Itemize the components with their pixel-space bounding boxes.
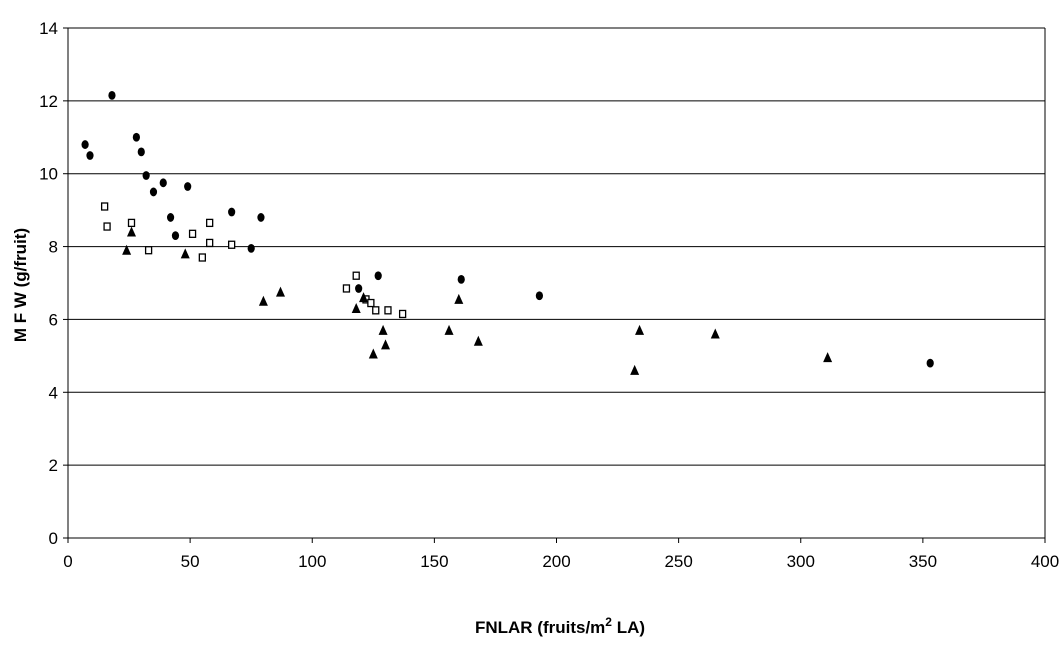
y-tick-label: 4 — [49, 383, 58, 402]
data-point-circle — [355, 284, 363, 293]
data-point-circle — [159, 178, 167, 188]
data-point-open-square — [144, 246, 153, 255]
data-point-circle — [137, 147, 145, 157]
data-point-triangle — [180, 248, 190, 259]
y-tick-label: 12 — [39, 92, 58, 111]
data-point-triangle — [359, 292, 369, 303]
axes — [63, 27, 1046, 543]
data-point-circle — [81, 140, 89, 149]
data-point-triangle — [378, 324, 388, 335]
data-point-open-square — [100, 202, 109, 211]
data-point-open-square — [103, 222, 111, 231]
data-point-triangle — [381, 339, 391, 350]
data-point-triangle — [444, 324, 454, 335]
x-tick-label: 350 — [909, 552, 937, 571]
data-point-triangle — [351, 303, 361, 313]
data-point-triangle — [454, 293, 464, 304]
tick-labels: 0 2 4 6 8 10 12 14 0 50 100 150 200 250 300 350 400 — [39, 19, 1059, 571]
data-point-circle — [108, 90, 116, 100]
x-axis-title-superscript: 2 — [605, 615, 612, 629]
data-point-circle — [257, 213, 265, 222]
data-point-triangle — [630, 364, 640, 375]
y-tick-label: 10 — [39, 165, 58, 184]
data-point-circle — [132, 132, 140, 142]
data-point-open-square — [352, 271, 360, 280]
y-axis-title: M F W (g/fruit) — [11, 228, 30, 342]
data-points — [81, 90, 934, 375]
y-tick-label: 6 — [49, 310, 58, 329]
data-point-circle — [142, 171, 150, 180]
data-point-triangle — [823, 352, 833, 363]
data-point-open-square — [384, 306, 392, 315]
data-point-triangle — [127, 226, 137, 237]
x-tick-label: 100 — [298, 552, 326, 571]
data-point-open-square — [372, 306, 380, 315]
x-tick-label: 150 — [420, 552, 448, 571]
data-point-open-square — [127, 218, 136, 228]
gridlines — [68, 27, 1045, 466]
data-point-circle — [171, 231, 180, 241]
x-tick-label: 50 — [181, 552, 200, 571]
x-tick-label: 250 — [664, 552, 692, 571]
data-point-open-square — [342, 284, 351, 293]
data-point-open-square — [398, 309, 407, 319]
y-tick-label: 8 — [49, 238, 58, 257]
data-point-open-square — [206, 238, 214, 248]
x-tick-label: 200 — [542, 552, 570, 571]
data-point-open-square — [367, 298, 375, 308]
data-point-triangle — [258, 295, 268, 306]
data-point-triangle — [473, 335, 483, 346]
data-point-triangle — [710, 328, 720, 339]
x-axis-title: FNLAR (fruits/m2 LA) — [475, 615, 645, 637]
data-point-open-square — [188, 229, 197, 238]
data-point-circle — [86, 151, 94, 160]
data-point-circle — [149, 187, 158, 197]
data-point-circle — [457, 274, 465, 284]
data-point-circle — [184, 182, 192, 191]
data-point-triangle — [368, 348, 378, 359]
data-point-open-square — [198, 253, 206, 262]
y-tick-label: 0 — [49, 529, 58, 548]
data-point-circle — [535, 291, 544, 301]
data-point-triangle — [122, 244, 132, 255]
y-tick-label: 14 — [39, 19, 58, 38]
x-tick-label: 400 — [1031, 552, 1059, 571]
data-point-circle — [228, 207, 236, 217]
data-point-open-square — [206, 218, 214, 228]
data-point-circle — [374, 271, 382, 281]
x-tick-label: 0 — [63, 552, 72, 571]
data-point-open-square — [227, 240, 236, 249]
data-point-triangle — [635, 324, 645, 335]
x-tick-label: 300 — [787, 552, 815, 571]
y-tick-label: 2 — [49, 456, 58, 475]
data-point-triangle — [275, 286, 285, 297]
data-point-circle — [166, 213, 175, 222]
data-point-circle — [247, 243, 255, 253]
data-point-circle — [926, 358, 934, 368]
